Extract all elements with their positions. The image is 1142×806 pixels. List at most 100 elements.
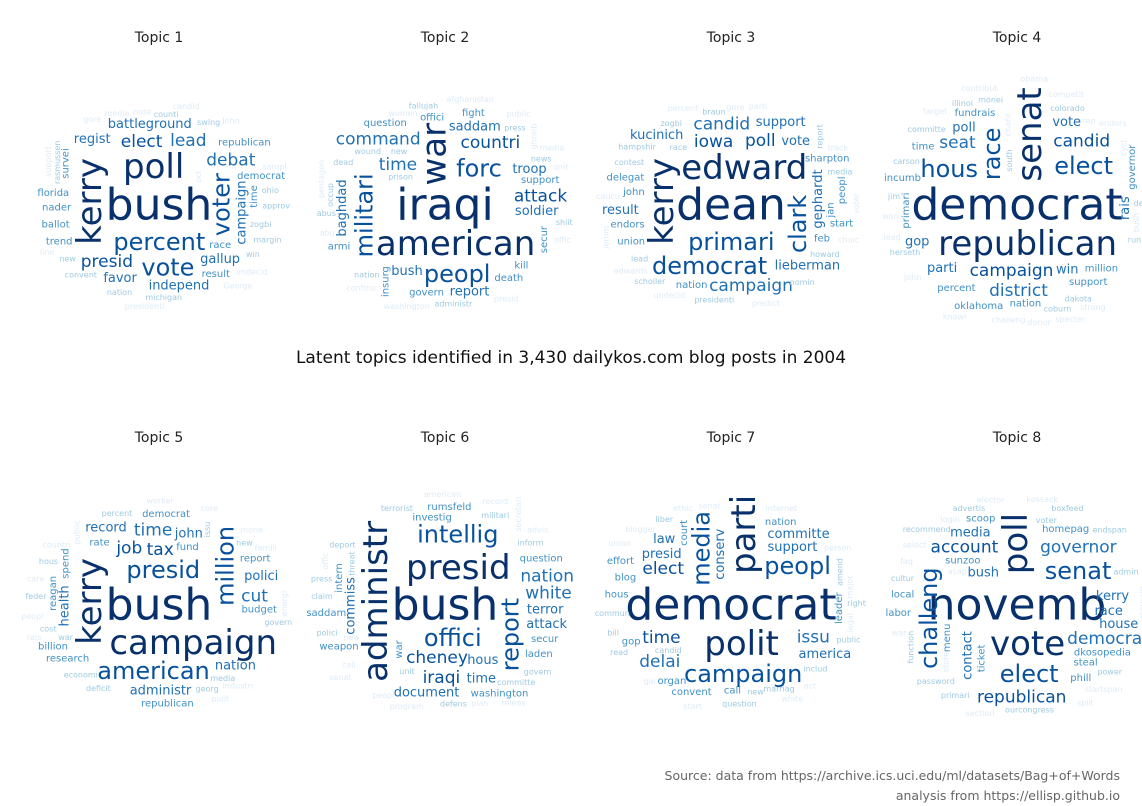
cloud-word: democrat <box>1067 629 1142 649</box>
cloud-word: govern <box>264 618 292 627</box>
topic-title: Topic 1 <box>134 30 184 46</box>
cloud-word: cheney <box>406 648 468 668</box>
cloud-word: saddam <box>449 120 501 135</box>
cloud-word: job <box>115 538 142 558</box>
cloud-word: hous <box>39 557 58 566</box>
cloud-word: wound <box>354 147 381 156</box>
cloud-word: shiit <box>556 218 573 227</box>
cloud-word: candid <box>1053 131 1110 151</box>
cloud-word: advertis <box>953 504 985 513</box>
cloud-word: dean <box>676 180 786 231</box>
cloud-word: major <box>846 575 855 599</box>
cloud-word: gop <box>905 235 929 250</box>
cloud-word: secretari <box>514 497 523 532</box>
cloud-word: poll <box>996 513 1036 574</box>
cloud-word: new <box>236 538 253 547</box>
cloud-word: white <box>525 584 572 604</box>
cloud-word: john <box>622 187 645 198</box>
cloud-word: contact <box>961 631 976 680</box>
cloud-word: kerry <box>70 558 110 645</box>
cloud-word: blog <box>615 573 637 584</box>
cloud-word: kerry <box>70 158 110 245</box>
cloud-word: new <box>747 688 764 697</box>
cloud-word: tax <box>147 540 174 560</box>
cloud-word: campaign <box>235 181 250 245</box>
cloud-word: approv <box>262 202 290 211</box>
cloud-word: caucu <box>596 192 620 201</box>
cloud-word: dem <box>1134 199 1142 208</box>
cloud-word: elect <box>121 132 163 152</box>
cloud-word: specter <box>1055 315 1086 324</box>
cloud-word: chanc <box>1003 112 1012 136</box>
cloud-word: white <box>781 694 803 703</box>
cloud-word: spend <box>61 548 72 578</box>
cloud-word: support <box>1069 277 1107 288</box>
cloud-word: american <box>97 657 210 685</box>
cloud-word: georg <box>196 685 219 694</box>
cloud-word: zogbi <box>250 220 271 229</box>
cloud-word: parti <box>927 261 957 276</box>
cloud-word: margin <box>253 236 281 245</box>
cloud-word: nation <box>215 659 256 674</box>
cloud-word: person <box>824 544 851 553</box>
cloud-word: John <box>221 117 239 126</box>
cloud-word: new <box>391 147 408 156</box>
cloud-word: fund <box>176 542 199 553</box>
cloud-word: america <box>799 647 852 662</box>
cloud-word: race <box>978 128 1006 181</box>
topic-title: Topic 8 <box>992 430 1042 446</box>
cloud-word: unit <box>553 163 569 172</box>
cloud-word: million <box>212 526 240 606</box>
cloud-word: colorado <box>1050 104 1085 113</box>
cloud-word: elect <box>642 559 684 579</box>
cloud-word: abu <box>320 228 335 237</box>
cloud-word: question <box>722 699 757 708</box>
cloud-word: schoiler <box>634 277 666 286</box>
cloud-word: war <box>892 628 907 637</box>
cloud-word: question <box>520 554 563 565</box>
cloud-word: energi <box>280 591 289 616</box>
cloud-word: govern <box>524 667 552 676</box>
cloud-word: account <box>931 537 999 557</box>
cloud-word: sunzoo <box>945 556 980 567</box>
cloud-word: bush <box>106 580 213 631</box>
cloud-word: nomin <box>790 278 815 287</box>
cloud-word: cultur <box>891 574 915 583</box>
cloud-word: homepag <box>1042 524 1089 535</box>
cloud-word: program <box>390 702 424 711</box>
cloud-word: vote <box>990 624 1065 664</box>
cloud-word: contest <box>614 158 644 167</box>
cloud-word: iowa <box>694 132 733 152</box>
cloud-word: undecid <box>236 267 268 276</box>
cloud-word: presid <box>81 252 133 272</box>
cloud-word: presid <box>126 556 200 584</box>
cloud-word: competit <box>1049 90 1085 99</box>
cloud-word: democrat <box>142 509 190 520</box>
cloud-word: nation <box>107 288 132 297</box>
cloud-word: counti <box>154 110 179 119</box>
cloud-word: scoop <box>966 513 995 524</box>
cloud-word: elect <box>1000 660 1059 688</box>
cloud-word: fight <box>462 108 485 119</box>
cloud-word: startspan <box>1085 685 1123 694</box>
cloud-word: gai <box>644 677 656 686</box>
cloud-word: peopl <box>837 177 848 205</box>
cloud-word: senat <box>698 501 720 510</box>
cloud-word: amend <box>836 558 845 586</box>
cloud-word: nation <box>765 517 797 528</box>
cloud-word: vote <box>1052 115 1081 130</box>
cloud-word: parti <box>749 102 768 111</box>
cloud-word: nation <box>676 280 708 291</box>
cloud-word: administr <box>130 683 192 698</box>
cloud-word: question <box>364 118 407 129</box>
cloud-word: battleground <box>108 117 192 132</box>
source-line-analysis: analysis from https://ellisp.github.io <box>895 788 1120 803</box>
cloud-word: worker <box>147 497 175 506</box>
cloud-word: polici <box>244 569 278 584</box>
cloud-word: bush <box>1132 213 1141 232</box>
cloud-word: republican <box>977 687 1066 707</box>
cloud-word: attack <box>514 187 568 207</box>
cloud-word: undecid <box>653 291 685 300</box>
cloud-word: herseth <box>890 248 921 257</box>
cloud-word: kill <box>514 261 528 272</box>
